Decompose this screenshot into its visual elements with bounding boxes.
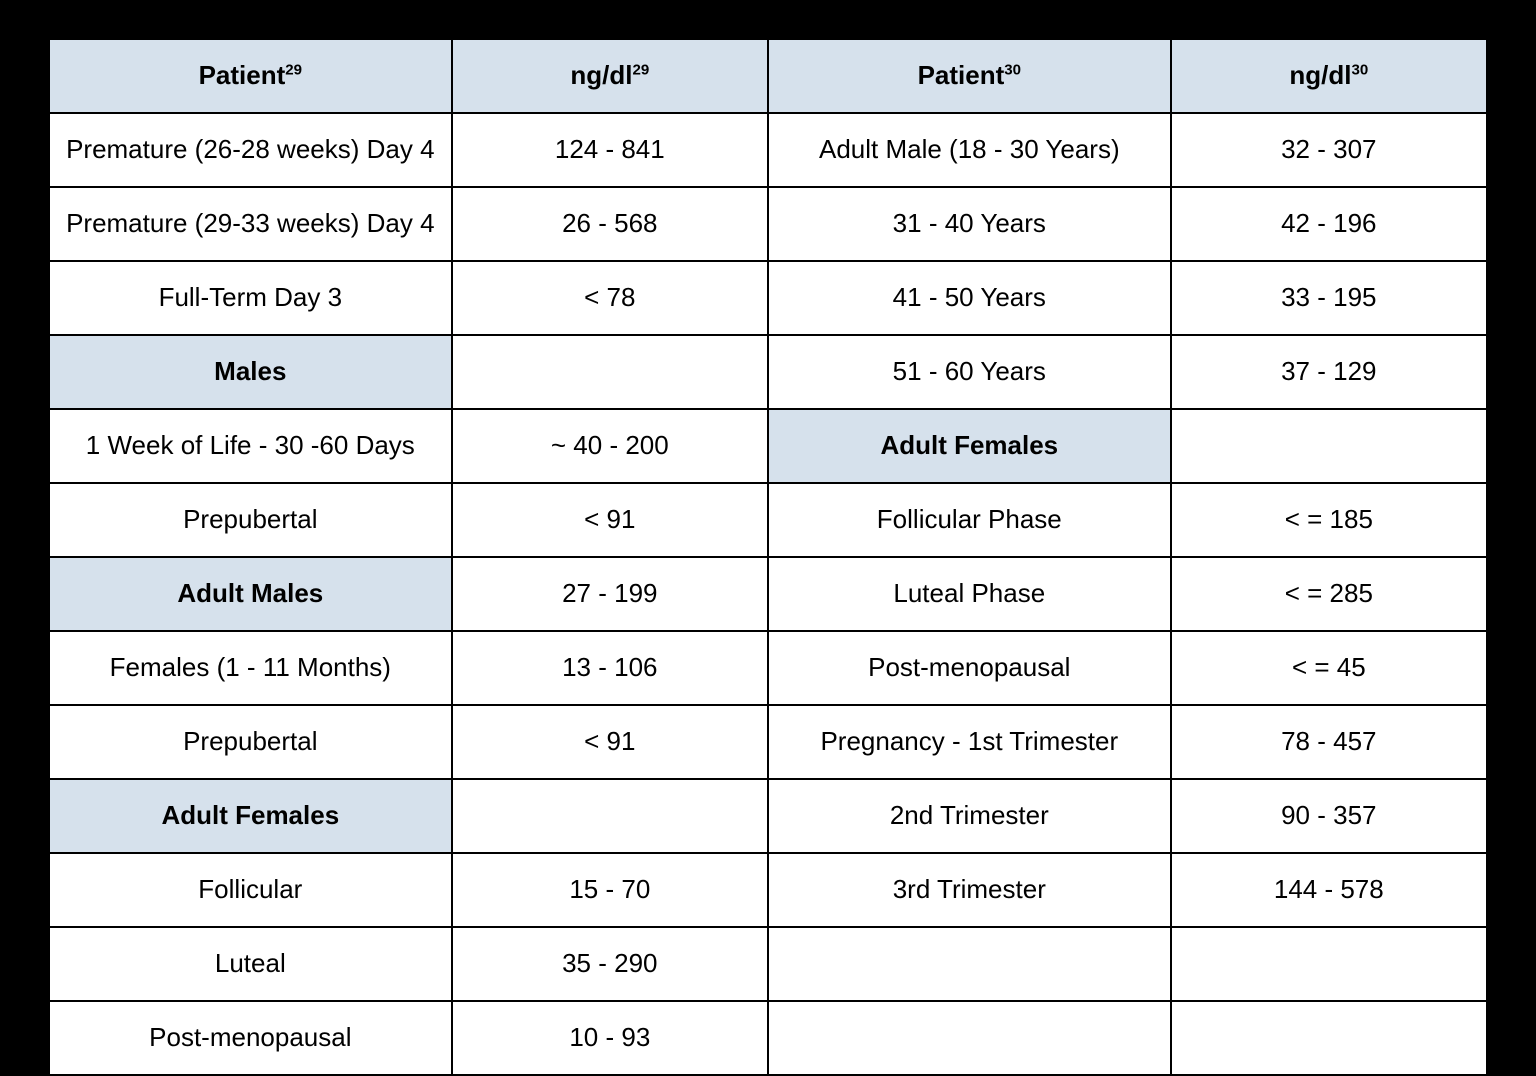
- header-text: ng/dl: [570, 60, 632, 90]
- table-cell: < 91: [452, 705, 768, 779]
- table-cell: Adult Males: [49, 557, 452, 631]
- table-cell: 124 - 841: [452, 113, 768, 187]
- table-row: Females (1 - 11 Months)13 - 106Post-meno…: [49, 631, 1487, 705]
- table-cell: Premature (29-33 weeks) Day 4: [49, 187, 452, 261]
- table-row: Adult Females 2nd Trimester90 - 357: [49, 779, 1487, 853]
- header-sup: 30: [1351, 62, 1368, 79]
- table-cell: < 78: [452, 261, 768, 335]
- table-cell: [1171, 409, 1487, 483]
- table-cell: Follicular: [49, 853, 452, 927]
- table-cell: [452, 335, 768, 409]
- table-cell: < 91: [452, 483, 768, 557]
- table-cell: 33 - 195: [1171, 261, 1487, 335]
- table-cell: Adult Females: [768, 409, 1171, 483]
- table-cell: ~ 40 - 200: [452, 409, 768, 483]
- col-header-patient-30: Patient30: [768, 39, 1171, 113]
- table-row: Males 51 - 60 Years37 - 129: [49, 335, 1487, 409]
- table-cell: Adult Male (18 - 30 Years): [768, 113, 1171, 187]
- table-cell: Post-menopausal: [768, 631, 1171, 705]
- table-cell: Males: [49, 335, 452, 409]
- table-cell: Follicular Phase: [768, 483, 1171, 557]
- header-sup: 29: [285, 62, 302, 79]
- table-cell: 27 - 199: [452, 557, 768, 631]
- table-row: 1 Week of Life - 30 -60 Days~ 40 - 200Ad…: [49, 409, 1487, 483]
- table-cell: [768, 1001, 1171, 1075]
- table-row: Prepubertal< 91Pregnancy - 1st Trimester…: [49, 705, 1487, 779]
- table-body: Premature (26-28 weeks) Day 4124 - 841Ad…: [49, 113, 1487, 1075]
- table-row: Prepubertal< 91Follicular Phase< = 185: [49, 483, 1487, 557]
- table-cell: Full-Term Day 3: [49, 261, 452, 335]
- table-cell: Premature (26-28 weeks) Day 4: [49, 113, 452, 187]
- table-row: Luteal35 - 290: [49, 927, 1487, 1001]
- table-cell: 26 - 568: [452, 187, 768, 261]
- table-cell: [1171, 927, 1487, 1001]
- table-cell: 37 - 129: [1171, 335, 1487, 409]
- reference-table: Patient29 ng/dl29 Patient30 ng/dl30 Prem…: [48, 38, 1488, 1076]
- table-cell: 42 - 196: [1171, 187, 1487, 261]
- table-cell: < = 185: [1171, 483, 1487, 557]
- table-cell: [452, 779, 768, 853]
- table-cell: 35 - 290: [452, 927, 768, 1001]
- table-row: Post-menopausal10 - 93: [49, 1001, 1487, 1075]
- table-row: Follicular15 - 703rd Trimester144 - 578: [49, 853, 1487, 927]
- table-cell: 3rd Trimester: [768, 853, 1171, 927]
- table-cell: 51 - 60 Years: [768, 335, 1171, 409]
- table-cell: Pregnancy - 1st Trimester: [768, 705, 1171, 779]
- table-cell: 32 - 307: [1171, 113, 1487, 187]
- header-sup: 30: [1004, 62, 1021, 79]
- table-cell: Females (1 - 11 Months): [49, 631, 452, 705]
- table-cell: Prepubertal: [49, 705, 452, 779]
- table-cell: 31 - 40 Years: [768, 187, 1171, 261]
- table-row: Premature (29-33 weeks) Day 426 - 56831 …: [49, 187, 1487, 261]
- table-cell: 13 - 106: [452, 631, 768, 705]
- col-header-ngdl-30: ng/dl30: [1171, 39, 1487, 113]
- col-header-patient-29: Patient29: [49, 39, 452, 113]
- table-cell: 78 - 457: [1171, 705, 1487, 779]
- table-cell: 10 - 93: [452, 1001, 768, 1075]
- table-cell: Post-menopausal: [49, 1001, 452, 1075]
- table-cell: 1 Week of Life - 30 -60 Days: [49, 409, 452, 483]
- table-cell: 2nd Trimester: [768, 779, 1171, 853]
- table-row: Premature (26-28 weeks) Day 4124 - 841Ad…: [49, 113, 1487, 187]
- table-cell: < = 285: [1171, 557, 1487, 631]
- col-header-ngdl-29: ng/dl29: [452, 39, 768, 113]
- table-cell: Luteal Phase: [768, 557, 1171, 631]
- table-cell: [1171, 1001, 1487, 1075]
- table-cell: Luteal: [49, 927, 452, 1001]
- table-row: Full-Term Day 3< 7841 - 50 Years33 - 195: [49, 261, 1487, 335]
- page-container: Patient29 ng/dl29 Patient30 ng/dl30 Prem…: [0, 0, 1536, 820]
- table-cell: Adult Females: [49, 779, 452, 853]
- table-cell: [768, 927, 1171, 1001]
- table-cell: < = 45: [1171, 631, 1487, 705]
- table-cell: 41 - 50 Years: [768, 261, 1171, 335]
- table-cell: 144 - 578: [1171, 853, 1487, 927]
- table-cell: 15 - 70: [452, 853, 768, 927]
- header-sup: 29: [632, 62, 649, 79]
- table-cell: Prepubertal: [49, 483, 452, 557]
- table-header-row: Patient29 ng/dl29 Patient30 ng/dl30: [49, 39, 1487, 113]
- table-row: Adult Males27 - 199Luteal Phase< = 285: [49, 557, 1487, 631]
- header-text: ng/dl: [1289, 60, 1351, 90]
- header-text: Patient: [918, 60, 1005, 90]
- table-cell: 90 - 357: [1171, 779, 1487, 853]
- header-text: Patient: [199, 60, 286, 90]
